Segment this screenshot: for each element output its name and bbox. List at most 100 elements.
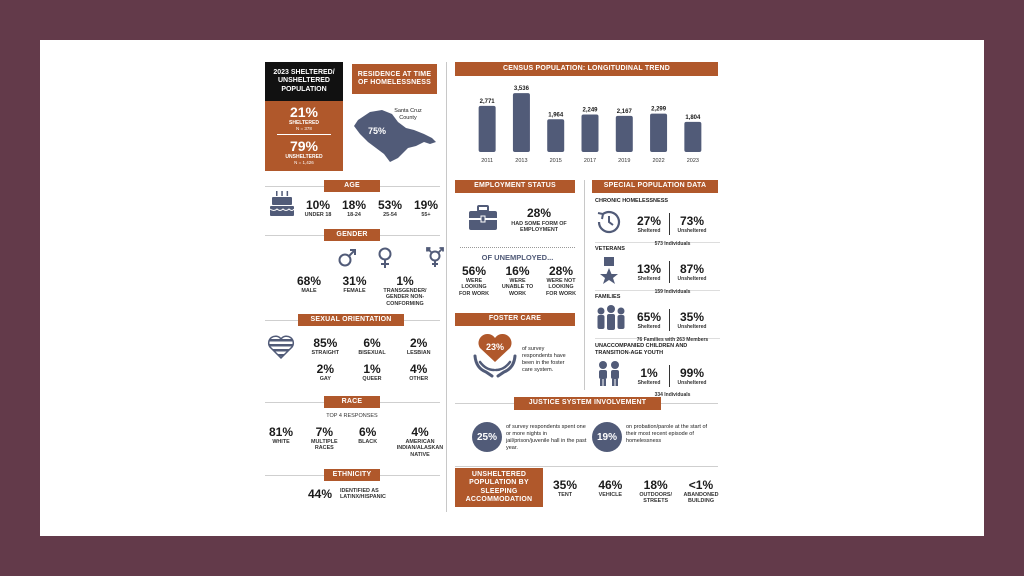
unemployed-stat-label: WERE UNABLE TO WORK [501, 278, 534, 297]
sleeping-stat: 18% OUTDOORS/ STREETS [636, 478, 676, 505]
special-group: FAMILIES 65% Sheltered 35% Unsheltered 76 Fam… [595, 294, 720, 343]
sleeping-stat-value: 46% [598, 478, 623, 492]
gender-stat-label: TRANSGENDER/ GENDER NON-CONFORMING [383, 288, 427, 307]
female-symbol-icon [342, 248, 343, 249]
race-header: RACE [324, 396, 380, 408]
special-unsheltered-value: 73% [679, 214, 705, 229]
special-divider-line [669, 309, 670, 332]
race-stat-value: 7% [315, 425, 333, 439]
sleeping-stat-value: 18% [643, 478, 668, 492]
residence-header: RESIDENCE AT TIME OF HOMELESSNESS [352, 64, 437, 94]
foster-title: FOSTER CARE [488, 315, 542, 323]
special-unsheltered-label: Unsheltered [677, 324, 707, 331]
orientation-header: SEXUAL ORIENTATION [298, 314, 404, 326]
orientation-stat-value: 1% [363, 362, 381, 377]
gender-stat-value: 1% [396, 274, 414, 288]
sleeping-stat: 35% TENT [545, 478, 585, 505]
unemployed-stat-value: 16% [505, 264, 530, 278]
special-group-note: 159 Individuals [654, 288, 691, 295]
age-stat: 10% UNDER 18 [302, 198, 334, 218]
special-unsheltered: 73% Unsheltered [670, 214, 714, 234]
sleeping-stat-value: <1% [688, 478, 714, 492]
special-divider-line [669, 213, 670, 236]
justice-label-2: on probation/parole at the start of thei… [626, 424, 708, 444]
special-sheltered: 27% Sheltered [629, 214, 669, 234]
sleeping-stat-label: OUTDOORS/ STREETS [639, 492, 672, 505]
special-group-title: FAMILIES [595, 294, 621, 300]
unemployed-stat: 56% WERE LOOKING FOR WORK [455, 264, 493, 297]
census-bar-chart: 2,771 2011 3,536 2013 1,964 2015 2,249 2017 2,16… [478, 86, 702, 164]
census-year-label: 2011 [481, 158, 493, 164]
heart-hands-icon [473, 333, 517, 378]
special-group-row: 27% Sheltered 73% Unsheltered [595, 208, 720, 241]
unsheltered-pct: 79% [289, 138, 319, 154]
census-value-label: 1,804 [685, 115, 701, 121]
orientation-stat: 2% LESBIAN [395, 336, 442, 356]
justice-value-2: 19% [596, 431, 617, 443]
orientation-stat-value: 2% [409, 336, 428, 350]
census-bar [547, 119, 565, 152]
race-stat-label: WHITE [272, 439, 290, 445]
special-divider-line [669, 261, 670, 284]
residence-title: RESIDENCE AT TIME OF HOMELESSNESS [357, 70, 432, 86]
race-subtitle: TOP 4 RESPONSES [326, 413, 378, 419]
orientation-stat: 6% BISEXUAL [349, 336, 396, 356]
sleeping-stat-label: ABANDONED BUILDING [683, 492, 719, 505]
unemployed-stat-value: 28% [548, 264, 574, 278]
foster-value: 23% [485, 342, 504, 352]
employment-header: EMPLOYMENT STATUS [455, 180, 575, 193]
race-stat: 4% AMERICAN INDIAN/ALASKAN NATIVE [392, 425, 448, 458]
county-map-icon [354, 110, 436, 162]
special-divider [584, 180, 585, 390]
briefcase-icon [469, 205, 497, 230]
special-group-note: 334 Individuals [654, 392, 691, 399]
striped-heart-icon [267, 335, 295, 360]
census-bar [615, 115, 633, 152]
special-header: SPECIAL POPULATION DATA [592, 180, 718, 193]
orientation-stat-value: 2% [316, 362, 334, 377]
special-sheltered: 13% Sheltered [629, 262, 669, 282]
unemployed-stat-label: WERE NOT LOOKING FOR WORK [546, 278, 576, 297]
employment-value: 28% [526, 206, 552, 220]
special-sheltered-value: 27% [636, 214, 662, 229]
unsheltered-label: UNSHELTERED [285, 154, 323, 160]
special-sheltered-label: Sheltered [637, 379, 661, 386]
race-stat-label: BLACK [358, 439, 378, 445]
population-title: 2023 SHELTERED/ UNSHELTERED POPULATION [273, 68, 335, 93]
census-value-label: 1,964 [548, 112, 564, 118]
census-bar [684, 121, 702, 152]
orientation-stat-label: QUEER [362, 376, 382, 383]
infographic-page: 2023 SHELTERED/ UNSHELTERED POPULATION 2… [40, 40, 984, 536]
census-value-label: 2,167 [617, 109, 633, 115]
age-stat-label: 18-24 [347, 212, 361, 218]
sleeping-header: UNSHELTERED POPULATION BY SLEEPING ACCOM… [455, 468, 543, 507]
sheltered-label: SHELTERED [289, 120, 319, 126]
sleeping-stat-label: VEHICLE [598, 492, 623, 498]
special-group-note: 76 Families with 263 Members [636, 336, 709, 343]
special-sheltered-label: Sheltered [637, 324, 661, 331]
special-unsheltered-label: Unsheltered [677, 228, 707, 235]
justice-badge-1: 25% [472, 422, 502, 452]
census-year-label: 2023 [687, 158, 699, 164]
employment-title: EMPLOYMENT STATUS [474, 182, 556, 190]
sheltered-n: N = 378 [296, 126, 312, 131]
race-stats: 81% WHITE 7% MULTIPLE RACES 6% BLACK 4% AMERICA… [262, 425, 448, 458]
race-stat: 7% MULTIPLE RACES [305, 425, 343, 458]
family-icon [595, 304, 629, 337]
race-stat-label: AMERICAN INDIAN/ALASKAN NATIVE [396, 439, 444, 458]
foster-label: of survey respondents have been in the f… [522, 346, 566, 373]
age-stat: 18% 18-24 [338, 198, 370, 218]
census-year-label: 2022 [652, 158, 664, 164]
special-group-title: VETERANS [595, 246, 625, 252]
age-stat-label: UNDER 18 [304, 212, 332, 218]
population-header: 2023 SHELTERED/ UNSHELTERED POPULATION [265, 62, 343, 101]
special-unsheltered-value: 99% [679, 365, 705, 380]
age-stat-value: 19% [413, 198, 439, 212]
special-sheltered-value: 13% [636, 262, 662, 277]
orientation-stat-label: STRAIGHT [311, 350, 340, 356]
orientation-stat-value: 4% [409, 362, 428, 377]
census-title: CENSUS POPULATION: LONGITUDINAL TREND [503, 64, 670, 72]
census-value-label: 2,249 [582, 108, 598, 114]
age-title: AGE [344, 181, 360, 189]
female-venus-icon [378, 247, 392, 268]
